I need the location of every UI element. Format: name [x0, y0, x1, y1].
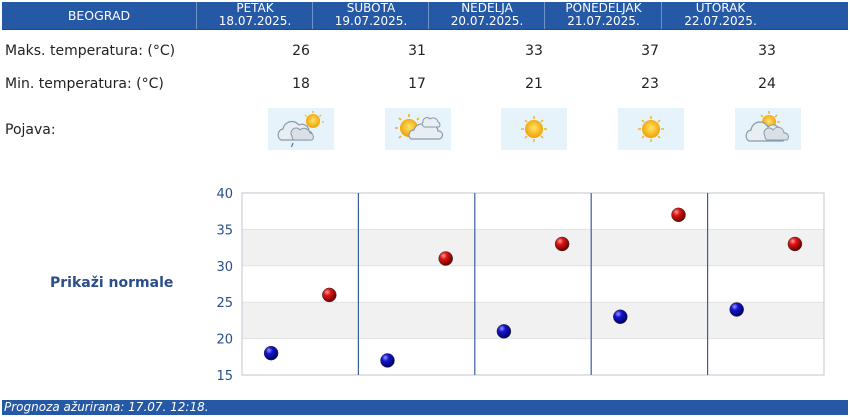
max-temp-point [671, 207, 686, 223]
day-header: UTORAK 22.07.2025. [661, 2, 779, 29]
y-tick-label: 30 [216, 260, 233, 275]
forecast-header: BEOGRAD PETAK 18.07.2025. SUBOTA 19.07.2… [2, 2, 848, 30]
chart-frame [241, 192, 825, 376]
partly-cloudy-icon [735, 108, 801, 150]
show-normals-button[interactable]: Prikaži normale [50, 275, 174, 291]
chart-band [242, 229, 824, 266]
temperature-chart: 15 20 25 30 35 40 [216, 187, 825, 384]
day-date: 22.07.2025. [684, 14, 757, 28]
day-name: UTORAK [695, 1, 746, 15]
max-temp-label: Maks. temperatura: (°C) [5, 43, 176, 59]
min-temp-value: 17 [408, 76, 426, 92]
y-tick-label: 35 [216, 223, 233, 238]
day-date: 20.07.2025. [450, 14, 524, 28]
y-tick-label: 20 [216, 333, 233, 348]
chart-band [242, 302, 824, 339]
day-header: NEDELJA 20.07.2025. [428, 2, 545, 29]
min-temp-label: Min. temperatura: (°C) [5, 76, 164, 92]
max-temp-value: 33 [758, 43, 776, 59]
max-temp-point [438, 251, 453, 266]
day-date: 21.07.2025. [567, 14, 640, 28]
day-header: PONEDELJAK 21.07.2025. [544, 2, 662, 29]
update-footer: Prognoza ažurirana: 17.07. 12:18. [2, 400, 848, 415]
max-temp-point [787, 236, 803, 252]
update-text: Prognoza ažurirana: 17.07. 12:18. [4, 400, 209, 414]
min-temp-value: 21 [525, 76, 543, 92]
min-temp-value: 18 [292, 76, 310, 92]
min-temp-point [263, 345, 279, 361]
y-tick-label: 15 [216, 369, 233, 384]
chart-band [242, 265, 824, 303]
sunny-icon [501, 108, 567, 150]
partly-cloudy-rain-icon [268, 108, 334, 150]
day-date: 19.07.2025. [334, 14, 408, 28]
min-temp-point [496, 324, 512, 339]
min-temp-value: 24 [758, 76, 776, 92]
max-temp-value: 33 [525, 43, 543, 59]
sunny-icon [618, 108, 684, 150]
min-temp-point [729, 302, 744, 317]
max-temp-value: 26 [292, 43, 310, 59]
max-temp-point [554, 236, 570, 252]
day-header: SUBOTA 19.07.2025. [312, 2, 429, 29]
y-tick-label: 25 [216, 296, 233, 311]
day-date: 18.07.2025. [218, 14, 292, 28]
max-temp-point [322, 287, 337, 303]
day-name: SUBOTA [346, 1, 396, 15]
city-name: BEOGRAD [67, 8, 131, 23]
min-temp-point [380, 353, 395, 368]
phenomenon-label: Pojava: [5, 122, 56, 138]
max-temp-value: 31 [408, 43, 426, 59]
partly-cloudy-icon [385, 108, 451, 150]
max-temp-value: 37 [641, 43, 659, 59]
day-name: NEDELJA [461, 1, 513, 15]
min-temp-point [613, 309, 628, 325]
day-name: PETAK [236, 1, 274, 15]
y-tick-label: 40 [216, 187, 233, 202]
chart-band [242, 338, 824, 375]
min-temp-value: 23 [641, 76, 659, 92]
chart-band [242, 193, 824, 230]
day-header: PETAK 18.07.2025. [196, 2, 313, 29]
day-name: PONEDELJAK [565, 1, 642, 15]
